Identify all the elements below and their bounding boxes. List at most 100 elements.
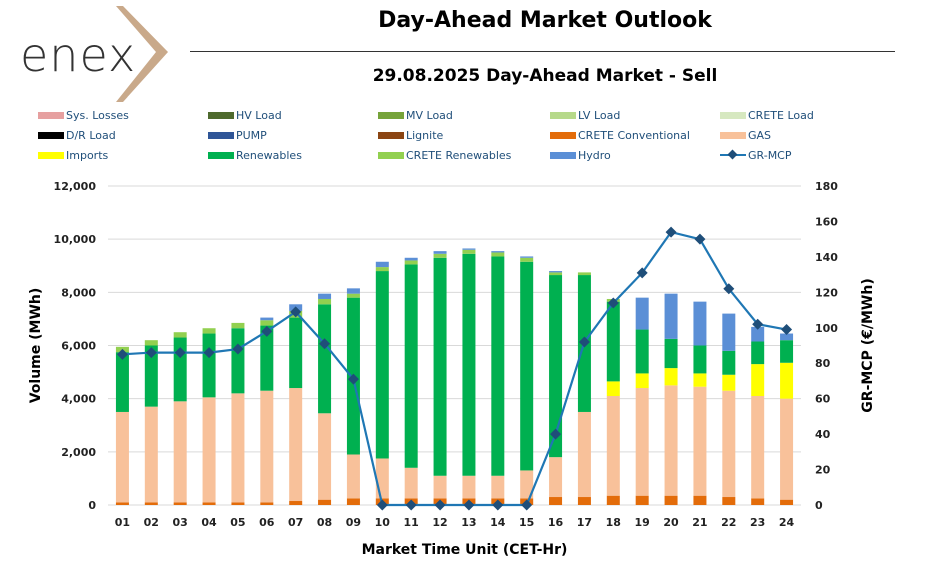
gr-mcp-marker: [463, 499, 475, 511]
bar-segment: [491, 252, 505, 257]
x-tick-label: 02: [144, 516, 159, 529]
y-right-tick-label: 120: [815, 286, 838, 299]
legend-label: CRETE Load: [748, 108, 814, 122]
gr-mcp-line: [122, 230, 787, 507]
x-tick-label: 11: [404, 516, 419, 529]
x-tick-label: 20: [663, 516, 679, 529]
bar-segment: [115, 502, 129, 505]
chart-subtitle: 29.08.2025 Day-Ahead Market - Sell: [372, 66, 718, 86]
legend-label: CRETE Conventional: [578, 128, 690, 142]
gr-mcp-marker: [174, 347, 186, 359]
bar-segment: [231, 393, 245, 503]
bar-segment: [318, 293, 332, 299]
bar-segment: [664, 368, 678, 386]
bar-segment: [260, 502, 274, 505]
legend-item: Imports: [38, 147, 108, 163]
bar-segment: [144, 502, 158, 505]
x-tick-label: 09: [346, 516, 361, 529]
x-tick-label: 16: [548, 516, 564, 529]
bar-segment: [549, 275, 563, 458]
bar-segment: [606, 495, 620, 505]
x-tick-label: 14: [490, 516, 506, 529]
bar-segment: [491, 475, 505, 499]
bar-segment: [722, 313, 736, 351]
bar-segment: [664, 293, 678, 339]
bar-segment: [260, 320, 274, 326]
legend-item: CRETE Load: [720, 107, 814, 123]
page-title: Day-Ahead Market Outlook: [378, 8, 712, 33]
bar-segment: [115, 352, 129, 412]
y-right-axis-title: GR-MCP (€/MWh): [860, 278, 876, 412]
bar-segment: [318, 499, 332, 505]
bar-segment: [318, 298, 332, 305]
bar-segment: [693, 495, 707, 505]
y-tick-label: 12,000: [54, 180, 97, 193]
bar-segment: [491, 256, 505, 476]
legend-swatch: [378, 151, 404, 159]
title-divider: [190, 51, 895, 52]
bar-segment: [722, 374, 736, 391]
bar-segment: [577, 411, 591, 498]
gr-mcp-marker: [405, 499, 417, 511]
legend-label: Imports: [66, 148, 109, 162]
bar-segment: [173, 332, 187, 338]
bar-segment: [318, 304, 332, 414]
x-tick-label: 05: [230, 516, 245, 529]
bar-segment: [144, 406, 158, 503]
legend-label: Renewables: [236, 148, 302, 162]
bar-segment: [693, 386, 707, 496]
x-tick-label: 10: [375, 516, 391, 529]
gr-mcp-marker: [665, 226, 677, 238]
bar-segment: [375, 267, 389, 272]
bar-segment: [693, 301, 707, 346]
gr-mcp-marker: [694, 233, 706, 245]
bar-segment: [318, 413, 332, 500]
y-tick-label: 2,000: [61, 446, 96, 459]
bar-segment: [520, 470, 534, 499]
legend-label: Lignite: [406, 128, 444, 142]
gr-mcp-marker: [752, 318, 764, 330]
logo-text: enex: [20, 28, 137, 82]
logo-chevron: [116, 6, 168, 102]
bar-segment: [231, 322, 245, 329]
legend-label: GR-MCP: [748, 148, 792, 162]
legend-line-marker-icon: [720, 149, 746, 161]
bar-segment: [375, 458, 389, 499]
bar-segment: [780, 340, 794, 363]
bar-segment: [462, 475, 476, 499]
y-right-tick-label: 140: [815, 251, 838, 264]
bar-segment: [346, 498, 360, 505]
gr-mcp-marker: [578, 336, 590, 348]
bar-segment: [606, 301, 620, 382]
legend-item: CRETE Conventional: [550, 127, 690, 143]
bar-segment: [722, 497, 736, 505]
bar-segment: [433, 257, 447, 476]
legend-item: MV Load: [378, 107, 453, 123]
legend-item: Hydro: [550, 147, 611, 163]
x-axis-title: Market Time Unit (CET-Hr): [362, 542, 568, 558]
bar-segment: [664, 495, 678, 505]
bar-segment: [751, 364, 765, 397]
legend-swatch: [208, 111, 234, 119]
gr-mcp-marker: [521, 499, 533, 511]
legend-swatch: [208, 151, 234, 159]
y-axis-title: Volume (MWh): [28, 288, 44, 404]
legend-label: LV Load: [578, 108, 621, 122]
bar-segment: [635, 329, 649, 374]
x-tick-label: 06: [259, 516, 275, 529]
bar-segment: [404, 467, 418, 499]
x-tick-label: 01: [115, 516, 130, 529]
bar-segment: [346, 288, 360, 294]
bar-segment: [144, 345, 158, 407]
bar-segment: [375, 261, 389, 268]
legend-swatch: [550, 131, 576, 139]
bar-segment: [260, 325, 274, 391]
bar-segment: [433, 475, 447, 499]
gr-mcp-marker: [347, 373, 359, 385]
bar-segment: [173, 401, 187, 503]
y-tick-label: 4,000: [61, 393, 96, 406]
bar-segment: [433, 253, 447, 258]
legend-label: GAS: [748, 128, 772, 142]
gr-mcp-marker: [232, 343, 244, 355]
